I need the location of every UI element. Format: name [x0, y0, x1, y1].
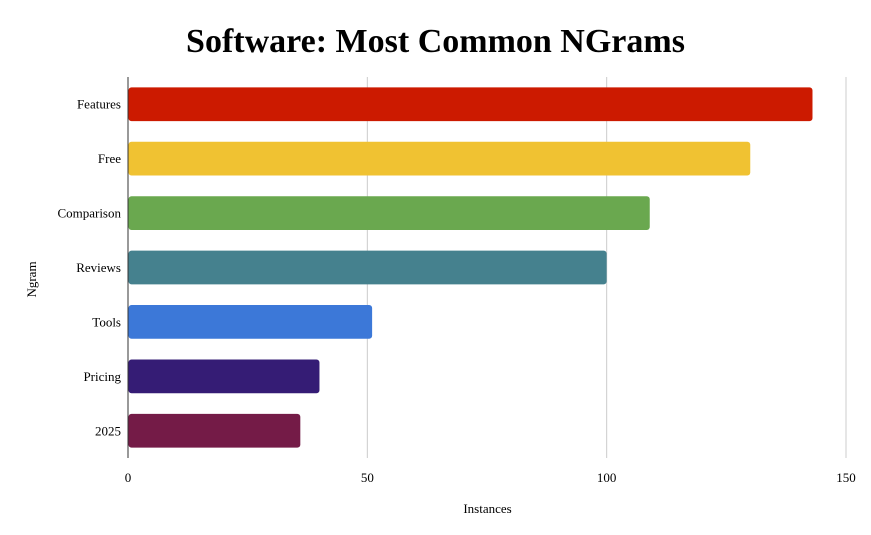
bar-pricing: [128, 359, 320, 394]
bar-comparison: [128, 196, 650, 230]
category-label-comparison: Comparison: [57, 206, 121, 221]
y-axis-title: Ngram: [24, 261, 39, 297]
bar-features: [128, 87, 813, 122]
x-tick-label-100: 100: [597, 470, 617, 485]
category-label-tools: Tools: [92, 314, 121, 329]
category-label-features: Features: [77, 97, 121, 112]
bar-free: [128, 141, 751, 176]
bar-2025: [128, 413, 301, 448]
x-tick-label-50: 50: [361, 470, 374, 485]
x-tick-label-150: 150: [836, 470, 856, 485]
category-label-reviews: Reviews: [76, 260, 121, 275]
category-label-free: Free: [98, 151, 121, 166]
category-label-pricing: Pricing: [83, 369, 121, 384]
category-label-2025: 2025: [95, 423, 121, 438]
x-tick-label-0: 0: [125, 470, 132, 485]
x-axis-title: Instances: [463, 501, 511, 516]
bar-tools: [128, 305, 373, 339]
chart-title: Software: Most Common NGrams: [186, 23, 685, 60]
bar-reviews: [128, 250, 607, 285]
